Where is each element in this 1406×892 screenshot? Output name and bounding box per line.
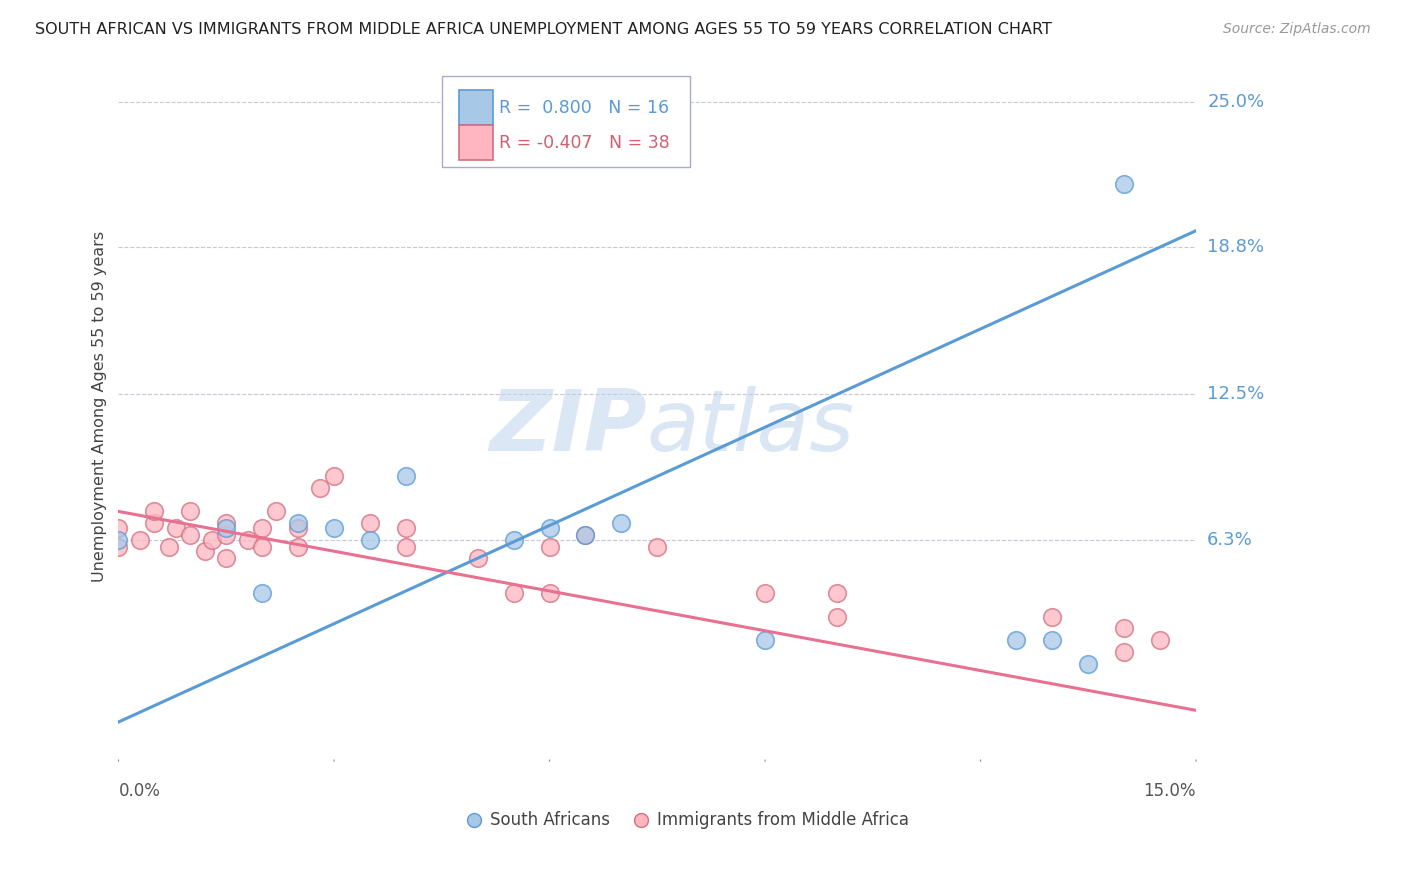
Text: atlas: atlas (647, 385, 855, 468)
Point (215, 521, 238, 535)
Text: ZIP: ZIP (489, 385, 647, 468)
Point (502, 586, 524, 600)
Point (215, 528, 238, 542)
Point (359, 533, 381, 547)
Point (250, 540, 273, 554)
Point (395, 540, 418, 554)
Point (645, 540, 668, 554)
Point (574, 528, 596, 542)
Point (323, 521, 346, 535)
Point (107, 540, 129, 554)
Point (825, 586, 848, 600)
Text: 25.0%: 25.0% (1208, 93, 1264, 111)
Point (266, 504, 288, 518)
FancyBboxPatch shape (458, 90, 494, 125)
Point (610, 516, 633, 530)
Point (215, 516, 238, 530)
Point (1114, 645, 1136, 659)
Point (157, 540, 180, 554)
Point (1114, 622, 1136, 636)
Point (107, 521, 129, 535)
Text: 15.0%: 15.0% (1143, 782, 1197, 800)
FancyBboxPatch shape (441, 76, 689, 168)
Text: 0.0%: 0.0% (118, 782, 160, 800)
Text: South Africans: South Africans (491, 812, 610, 830)
Point (359, 516, 381, 530)
Point (538, 586, 561, 600)
Point (201, 533, 224, 547)
Point (754, 633, 776, 648)
Point (538, 540, 561, 554)
Point (179, 504, 201, 518)
Point (236, 533, 259, 547)
Point (179, 528, 201, 542)
Text: R = -0.407   N = 38: R = -0.407 N = 38 (499, 134, 669, 152)
Point (395, 521, 418, 535)
Text: 6.3%: 6.3% (1208, 531, 1253, 549)
Text: SOUTH AFRICAN VS IMMIGRANTS FROM MIDDLE AFRICA UNEMPLOYMENT AMONG AGES 55 TO 59 : SOUTH AFRICAN VS IMMIGRANTS FROM MIDDLE … (35, 22, 1052, 37)
Point (538, 521, 561, 535)
Text: 12.5%: 12.5% (1208, 385, 1264, 403)
Point (287, 540, 309, 554)
Point (143, 516, 166, 530)
Point (754, 586, 776, 600)
Point (1114, 177, 1136, 191)
Point (287, 516, 309, 530)
Point (143, 504, 166, 518)
FancyBboxPatch shape (458, 126, 494, 160)
Point (250, 586, 273, 600)
Point (107, 533, 129, 547)
Text: 18.8%: 18.8% (1208, 238, 1264, 256)
Text: Immigrants from Middle Africa: Immigrants from Middle Africa (657, 812, 910, 830)
Point (215, 551, 238, 566)
Point (323, 469, 346, 483)
Point (287, 521, 309, 535)
Point (1042, 609, 1064, 624)
Point (250, 521, 273, 535)
Y-axis label: Unemployment Among Ages 55 to 59 years: Unemployment Among Ages 55 to 59 years (93, 230, 107, 582)
Point (467, 551, 489, 566)
Point (1005, 633, 1028, 648)
Point (165, 521, 187, 535)
Point (1042, 633, 1064, 648)
Point (825, 609, 848, 624)
Text: Source: ZipAtlas.com: Source: ZipAtlas.com (1223, 22, 1371, 37)
Point (502, 533, 524, 547)
Point (1077, 657, 1099, 671)
Point (1149, 633, 1171, 648)
Point (194, 544, 217, 558)
Point (574, 528, 596, 542)
Point (395, 469, 418, 483)
Point (308, 481, 330, 495)
Point (129, 533, 152, 547)
Text: R =  0.800   N = 16: R = 0.800 N = 16 (499, 99, 669, 117)
